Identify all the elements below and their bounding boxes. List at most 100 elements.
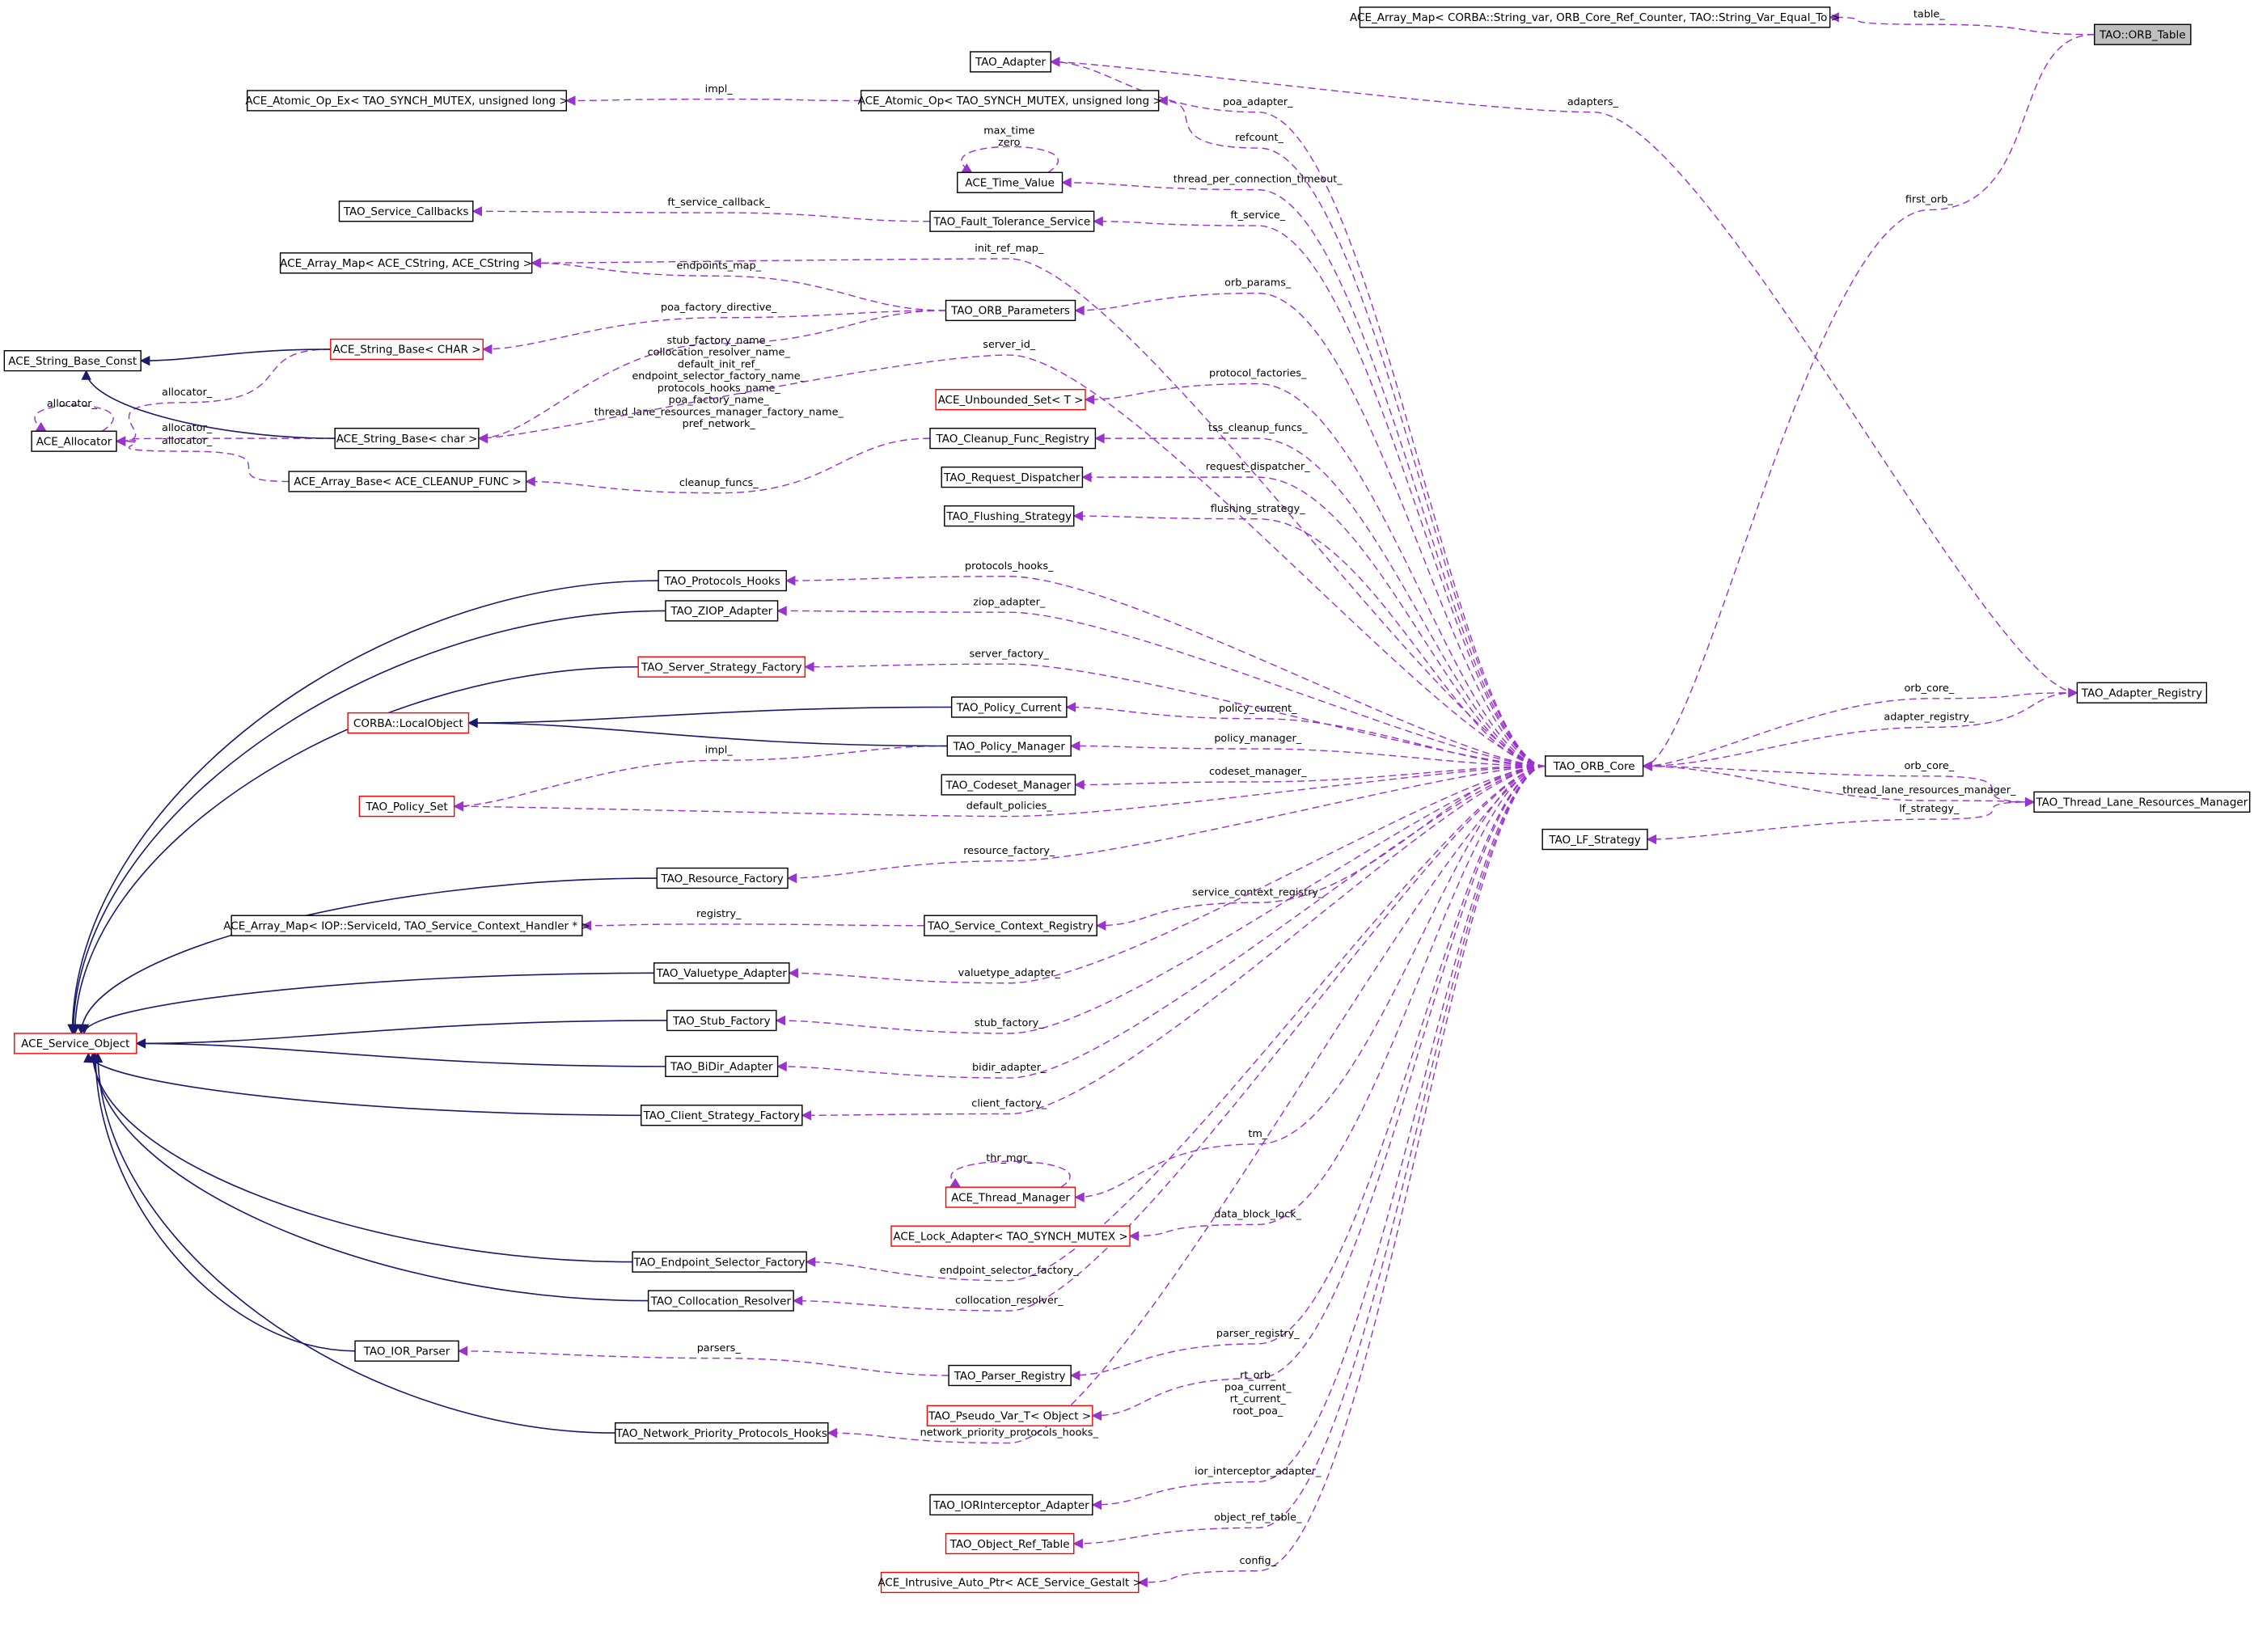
inheritance-edge [68,610,666,1035]
usage-edge-service-context-registry [1095,765,1546,931]
class-node-orb-core[interactable]: TAO_ORB_Core [1545,755,1644,777]
class-node-adapter-registry[interactable]: TAO_Adapter_Registry [2076,682,2208,703]
class-box [957,171,1064,193]
class-node-atomic-op[interactable]: ACE_Atomic_Op< TAO_SYNCH_MUTEX, unsigned… [858,90,1162,112]
class-node-stub-factory[interactable]: TAO_Stub_Factory [666,1009,777,1032]
edge-label: orb_core_ [1904,682,1954,695]
class-node-allocator[interactable]: ACE_Allocator [31,430,117,452]
class-box [860,90,1160,112]
class-node-scr[interactable]: TAO_Service_Context_Registry [924,915,1097,936]
class-node-thread-manager[interactable]: ACE_Thread_Manager [945,1186,1076,1208]
class-node-service-object[interactable]: ACE_Service_Object [14,1033,137,1054]
class-node-array-map-orb[interactable]: ACE_Array_Map< CORBA::String_var, ORB_Co… [1350,6,1840,28]
class-box [3,349,142,372]
edge-label: max_time [983,125,1034,137]
class-node-policy-set[interactable]: TAO_Policy_Set [358,795,455,818]
class-node-atomic-op-ex[interactable]: ACE_Atomic_Op_Ex< TAO_SYNCH_MUTEX, unsig… [245,90,569,112]
usage-edge-data-block-lock [1128,765,1546,1241]
class-name: ACE_Atomic_Op< TAO_SYNCH_MUTEX, unsigned… [858,95,1162,108]
class-node-string-base-const[interactable]: ACE_String_Base_Const [3,349,142,372]
class-name: TAO_BiDir_Adapter [670,1061,773,1074]
class-node-pseudo-var[interactable]: TAO_Pseudo_Var_T< Object > [926,1405,1093,1426]
class-name: TAO_Policy_Manager [953,740,1066,753]
class-node-parser-registry[interactable]: TAO_Parser_Registry [948,1364,1072,1387]
class-node-policy-manager[interactable]: TAO_Policy_Manager [946,735,1072,757]
usage-edge-resource-factory [786,765,1546,884]
usage-edge-object-ref-table [1072,765,1546,1549]
class-node-policy-current[interactable]: TAO_Policy_Current [950,696,1068,718]
class-node-tlrm[interactable]: TAO_Thread_Lane_Resources_Manager [2033,791,2251,813]
class-node-server-strategy[interactable]: TAO_Server_Strategy_Factory [637,656,806,678]
edge-label: poa_factory_name_ [669,395,770,407]
usage-edge-bidir-adapter [776,765,1546,1079]
usage-edge-ft-service [1093,216,1546,767]
class-node-unbounded-set[interactable]: ACE_Unbounded_Set< T > [935,388,1086,411]
edge-label: refcount_ [1235,132,1283,144]
class-node-lock-adapter[interactable]: ACE_Lock_Adapter< TAO_SYNCH_MUTEX > [890,1225,1131,1247]
inheritance-edge [467,706,952,729]
class-name: ACE_Unbounded_Set< T > [938,394,1084,407]
class-node-valuetype-adapter[interactable]: TAO_Valuetype_Adapter [653,962,790,984]
class-node-array-map-iop[interactable]: ACE_Array_Map< IOP::ServiceId, TAO_Servi… [223,915,590,936]
edge-label: lf_strategy_ [1899,803,1960,815]
class-node-flushing-strategy[interactable]: TAO_Flushing_Strategy [944,505,1075,527]
usage-edge-init-ref-map [531,258,1546,767]
class-node-orb-table[interactable]: TAO::ORB_Table [2093,23,2192,45]
class-node-ior-parser[interactable]: TAO_IOR_Parser [354,1340,459,1362]
class-name: TAO_Thread_Lane_Resources_Manager [2035,796,2248,809]
class-node-endpoint-selector[interactable]: TAO_Endpoint_Selector_Factory [632,1251,807,1273]
usage-edge-ior-interceptor-adapter [1091,765,1546,1510]
class-node-npph[interactable]: TAO_Network_Priority_Protocols_Hooks [615,1422,829,1444]
edge-label: network_priority_protocols_hooks_ [920,1427,1099,1439]
class-node-orb-params[interactable]: TAO_ORB_Parameters [945,299,1076,322]
edge-label: resource_factory_ [963,845,1055,857]
class-name: ACE_Thread_Manager [951,1191,1070,1204]
class-box [929,1494,1093,1516]
class-node-string-base-char[interactable]: ACE_String_Base< char > [334,427,480,450]
edge-label: valuetype_adapter_ [958,967,1061,979]
edge-label: endpoint_selector_factory_name_ [632,370,806,382]
edge-label: endpoint_selector_factory_ [940,1265,1080,1277]
class-node-resource-factory[interactable]: TAO_Resource_Factory [656,867,789,889]
inheritance-edge [139,349,331,366]
class-box [945,1186,1076,1208]
class-node-ft-service[interactable]: TAO_Fault_Tolerance_Service [929,210,1095,232]
class-box [924,915,1097,936]
class-node-collocation-resolver[interactable]: TAO_Collocation_Resolver [647,1290,794,1312]
class-node-request-dispatcher[interactable]: TAO_Request_Dispatcher [941,466,1084,488]
edge-label: root_poa_ [1233,1405,1283,1418]
class-node-bidir-adapter[interactable]: TAO_BiDir_Adapter [665,1055,779,1078]
class-node-intrusive-ptr[interactable]: ACE_Intrusive_Auto_Ptr< ACE_Service_Gest… [877,1571,1142,1594]
class-node-array-base[interactable]: ACE_Array_Base< ACE_CLEANUP_FUNC > [288,471,527,492]
class-node-protocols-hooks[interactable]: TAO_Protocols_Hooks [658,569,787,592]
class-node-ziop-adapter[interactable]: TAO_ZIOP_Adapter [665,600,779,622]
usage-edge-stub-factory-name [477,310,946,444]
class-node-codeset-manager[interactable]: TAO_Codeset_Manager [941,774,1076,796]
class-name: TAO::ORB_Table [2099,28,2186,41]
class-box [945,299,1076,322]
class-box [358,795,455,818]
class-name: TAO_Flushing_Strategy [945,510,1072,523]
class-box [948,1364,1072,1387]
class-node-service-callbacks[interactable]: TAO_Service_Callbacks [338,201,474,222]
class-node-time-value[interactable]: ACE_Time_Value [957,171,1064,193]
class-box [950,696,1068,718]
usage-edge-thr-mgr [949,1160,1071,1188]
class-node-tao-adapter[interactable]: TAO_Adapter [970,51,1052,73]
class-node-ior-interceptor[interactable]: TAO_IORInterceptor_Adapter [929,1494,1093,1516]
class-node-array-map-cstring[interactable]: ACE_Array_Map< ACE_CString, ACE_CString … [279,252,533,274]
class-node-client-strategy[interactable]: TAO_Client_Strategy_Factory [641,1105,803,1126]
class-node-object-ref-table[interactable]: TAO_Object_Ref_Table [945,1532,1075,1555]
edge-label: client_factory_ [971,1098,1047,1110]
usage-edge-tss-cleanup-funcs [1094,433,1546,767]
edge-label: endpoints_map_ [676,260,761,272]
inheritance-edge [70,665,639,1035]
edge-label: ior_interceptor_adapter_ [1195,1466,1322,1478]
class-name: TAO_IOR_Parser [363,1346,450,1358]
inheritance-edge [67,580,659,1035]
class-node-cleanup-registry[interactable]: TAO_Cleanup_Func_Registry [929,427,1097,450]
class-node-local-object[interactable]: CORBA::LocalObject [347,712,470,734]
class-node-string-base-CHAR[interactable]: ACE_String_Base< CHAR > [330,338,484,361]
edge-label: policy_manager_ [1214,733,1301,745]
class-node-lf-strategy[interactable]: TAO_LF_Strategy [1541,828,1648,851]
